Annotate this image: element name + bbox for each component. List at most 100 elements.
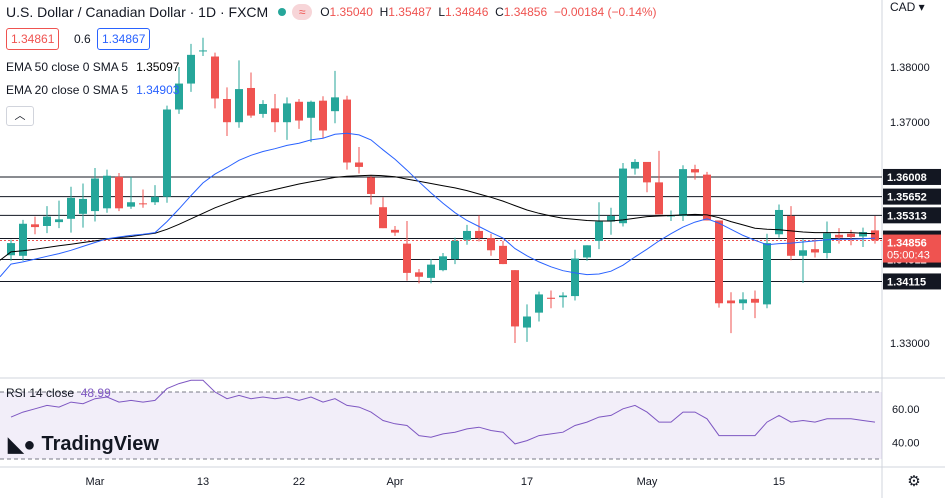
candle-body xyxy=(691,169,699,173)
candle-body xyxy=(499,245,507,265)
ema50-line xyxy=(0,174,876,261)
candle-body xyxy=(595,221,603,241)
candle-body xyxy=(775,209,783,235)
candle-body xyxy=(79,198,87,214)
candle-body xyxy=(247,87,255,116)
candle-body xyxy=(67,197,75,219)
level-label: 1.34115 xyxy=(887,276,926,288)
candle-body xyxy=(847,233,855,238)
rsi-band xyxy=(0,392,882,459)
candle-body xyxy=(331,97,339,112)
candle-body xyxy=(463,230,471,240)
candle-body xyxy=(871,230,879,241)
candle-body xyxy=(427,264,435,278)
candle-body xyxy=(439,256,447,271)
candle-body xyxy=(127,202,135,207)
candle-body xyxy=(403,243,411,273)
candle-body xyxy=(43,216,51,226)
candle-body xyxy=(7,243,15,256)
candle-body xyxy=(799,250,807,256)
candle-body xyxy=(355,162,363,167)
candle-body xyxy=(175,83,183,110)
level-label-box xyxy=(883,188,941,205)
candle-body xyxy=(727,300,735,304)
candle-body xyxy=(607,216,615,222)
price-tick-label: 1.38000 xyxy=(890,62,930,74)
candle-body xyxy=(55,219,63,223)
candle-body xyxy=(211,56,219,99)
sell-button[interactable]: 1.34861 xyxy=(6,28,60,50)
candle-body xyxy=(31,224,39,228)
ema20-line xyxy=(0,132,876,278)
candle-body xyxy=(655,182,663,215)
gear-icon[interactable]: ⚙ xyxy=(907,473,921,490)
candle-body xyxy=(415,272,423,277)
candle-body xyxy=(259,103,267,114)
candle-body xyxy=(559,295,567,298)
spread-value: 0.6 xyxy=(70,29,95,49)
time-tick-label: Apr xyxy=(386,476,403,488)
candle-body xyxy=(199,50,207,52)
candle-body xyxy=(835,234,843,238)
candle-body xyxy=(379,207,387,229)
time-tick-label: Mar xyxy=(86,476,105,488)
candle-body xyxy=(91,178,99,212)
candle-body xyxy=(535,294,543,313)
candle-body xyxy=(343,99,351,163)
tradingview-logo[interactable]: ◣● TradingView xyxy=(8,433,159,456)
symbol-title[interactable]: U.S. Dollar / Canadian Dollar · 1D · FXC… xyxy=(6,4,269,20)
tv-logo-icon: ◣● xyxy=(8,434,36,456)
candle-body xyxy=(319,100,327,131)
candle-body xyxy=(475,230,483,239)
candle-body xyxy=(451,240,459,260)
candle-body xyxy=(115,176,123,209)
rsi-tick-label: 40.00 xyxy=(892,437,920,449)
candle-body xyxy=(187,54,195,84)
time-tick-label: 13 xyxy=(197,476,209,488)
level-label: 1.36008 xyxy=(887,172,927,184)
candle-body xyxy=(307,101,315,118)
countdown-label: 05:00:43 xyxy=(887,250,930,262)
candle-body xyxy=(163,109,171,197)
candle-body xyxy=(271,108,279,123)
candle-body xyxy=(583,245,591,258)
rsi-legend[interactable]: RSI 14 close 48.99 xyxy=(6,386,111,400)
current-price-label: 1.34856 xyxy=(887,238,927,250)
time-tick-label: May xyxy=(637,476,658,488)
ema50-legend[interactable]: EMA 50 close 0 SMA 5 1.35097 xyxy=(6,60,180,74)
currency-selector[interactable]: CAD ▾ xyxy=(890,0,925,14)
rsi-line xyxy=(10,379,876,445)
ema20-legend[interactable]: EMA 20 close 0 SMA 5 1.34903 xyxy=(6,83,180,97)
candle-body xyxy=(859,232,867,237)
candle-body xyxy=(619,168,627,224)
wave-icon[interactable]: ≈ xyxy=(292,4,313,20)
buy-button[interactable]: 1.34867 xyxy=(97,28,151,50)
level-label: 1.35652 xyxy=(887,192,927,204)
time-tick-label: 17 xyxy=(521,476,533,488)
price-tick-label: 1.37000 xyxy=(890,117,930,129)
level-label-box xyxy=(883,207,941,224)
level-label: 1.35313 xyxy=(887,210,927,222)
market-status-dot xyxy=(278,8,287,16)
candle-body xyxy=(703,174,711,221)
candle-body xyxy=(139,203,147,205)
chevron-up-icon[interactable]: ︿ xyxy=(6,106,34,126)
level-label-box xyxy=(883,273,941,290)
price-tick-label: 1.33000 xyxy=(890,338,930,350)
candle-body xyxy=(103,175,111,209)
candle-body xyxy=(679,169,687,217)
candle-body xyxy=(19,223,27,256)
time-tick-label: 15 xyxy=(773,476,785,488)
candle-body xyxy=(715,220,723,304)
candle-body xyxy=(283,103,291,123)
candle-body xyxy=(643,161,651,183)
candle-body xyxy=(547,297,555,299)
candle-body xyxy=(787,216,795,256)
candle-body xyxy=(571,258,579,297)
current-price-box xyxy=(883,234,941,263)
candle-body xyxy=(523,316,531,328)
level-label-box xyxy=(883,168,941,185)
candle-body xyxy=(223,99,231,123)
chart-header: U.S. Dollar / Canadian Dollar · 1D · FXC… xyxy=(6,2,657,22)
